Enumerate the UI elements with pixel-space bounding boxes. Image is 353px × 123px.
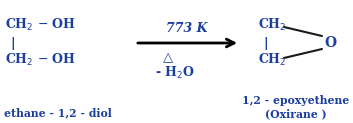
Text: |: | (10, 37, 14, 49)
Text: △: △ (163, 52, 173, 64)
Text: - H$_2$O: - H$_2$O (155, 65, 195, 81)
Text: 773 K: 773 K (166, 22, 208, 34)
Text: 1,2 - epoxyethene: 1,2 - epoxyethene (243, 95, 349, 107)
Text: |: | (263, 37, 268, 49)
Text: O: O (324, 36, 336, 50)
Text: CH$_2$: CH$_2$ (258, 17, 287, 33)
Text: ethane - 1,2 - diol: ethane - 1,2 - diol (4, 108, 112, 118)
Text: (Oxirane ): (Oxirane ) (265, 108, 327, 120)
Text: CH$_2$ $-$ OH: CH$_2$ $-$ OH (5, 52, 76, 68)
Text: CH$_2$: CH$_2$ (258, 52, 287, 68)
Text: CH$_2$ $-$ OH: CH$_2$ $-$ OH (5, 17, 76, 33)
